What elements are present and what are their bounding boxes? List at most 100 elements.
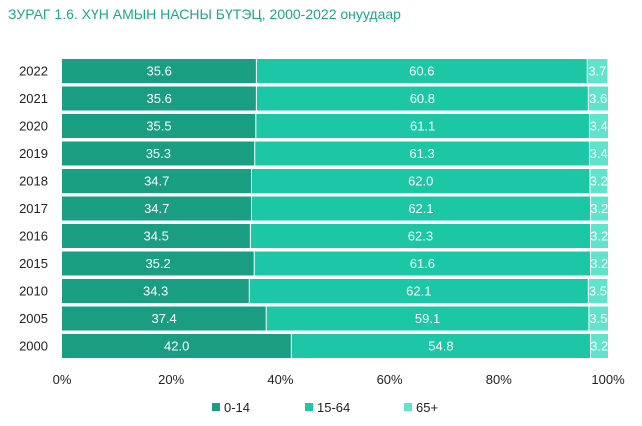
category-label: 2005 bbox=[19, 311, 48, 326]
data-label: 60.8 bbox=[410, 91, 435, 106]
bar-segment-15-64 bbox=[251, 169, 590, 193]
data-label: 62.1 bbox=[406, 284, 431, 299]
bar-segment-65+ bbox=[587, 59, 608, 83]
segment-divider bbox=[290, 334, 292, 358]
segment-divider bbox=[590, 196, 592, 221]
data-label: 61.6 bbox=[410, 256, 435, 271]
category-label: 2016 bbox=[19, 229, 48, 244]
segment-divider bbox=[255, 59, 257, 83]
bar-segment-15-64 bbox=[255, 114, 590, 138]
data-label: 62.3 bbox=[408, 229, 433, 244]
x-tick-label: 20% bbox=[158, 372, 184, 387]
bar-segment-65+ bbox=[588, 279, 608, 303]
category-label: 2019 bbox=[19, 146, 48, 161]
data-label: 3.2 bbox=[590, 201, 608, 216]
category-label: 2015 bbox=[19, 256, 48, 271]
bar-segment-15-64 bbox=[291, 334, 591, 358]
data-label: 3.4 bbox=[590, 146, 608, 161]
category-label: 2022 bbox=[19, 64, 48, 79]
x-tick-label: 100% bbox=[591, 372, 625, 387]
category-label: 2000 bbox=[19, 339, 48, 354]
x-tick-label: 40% bbox=[267, 372, 293, 387]
segment-divider bbox=[587, 86, 589, 111]
category-label: 2010 bbox=[19, 284, 48, 299]
segment-divider bbox=[586, 59, 588, 83]
bar-segment-15-64 bbox=[256, 86, 589, 111]
bar-segment-65+ bbox=[590, 224, 608, 248]
data-label: 61.3 bbox=[409, 146, 434, 161]
bar-segment-65+ bbox=[590, 334, 608, 358]
bar-segment-65+ bbox=[588, 306, 608, 331]
data-label: 61.1 bbox=[410, 119, 435, 134]
bar-segment-15-64 bbox=[250, 224, 591, 248]
legend-item-65+: 65+ bbox=[404, 400, 438, 415]
bar-segment-0-14 bbox=[62, 196, 252, 221]
bar-segment-65+ bbox=[590, 251, 608, 276]
segment-divider bbox=[249, 224, 251, 248]
data-label: 35.2 bbox=[145, 256, 170, 271]
chart-title: ЗУРАГ 1.6. ХҮН АМЫН НАСНЫ БҮТЭЦ, 2000-20… bbox=[8, 6, 401, 22]
data-label: 3.5 bbox=[589, 284, 607, 299]
data-label: 34.7 bbox=[144, 201, 169, 216]
bar-segment-0-14 bbox=[62, 279, 250, 303]
bar-segment-15-64 bbox=[266, 306, 589, 331]
category-label: 2021 bbox=[19, 91, 48, 106]
segment-divider bbox=[590, 251, 592, 276]
bar-segment-15-64 bbox=[254, 251, 591, 276]
data-label: 3.2 bbox=[590, 256, 608, 271]
data-label: 3.2 bbox=[590, 339, 608, 354]
bar-segment-0-14 bbox=[62, 114, 256, 138]
bar-segment-15-64 bbox=[249, 279, 589, 303]
data-label: 62.0 bbox=[408, 174, 433, 189]
bar-segment-0-14 bbox=[62, 306, 267, 331]
category-label: 2018 bbox=[19, 174, 48, 189]
data-label: 35.3 bbox=[146, 146, 171, 161]
segment-divider bbox=[587, 279, 589, 303]
x-tick-label: 0% bbox=[53, 372, 72, 387]
data-label: 34.7 bbox=[144, 174, 169, 189]
segment-divider bbox=[588, 306, 590, 331]
legend-item-15-64: 15-64 bbox=[305, 400, 350, 415]
segment-divider bbox=[250, 196, 252, 221]
legend-swatch bbox=[212, 403, 220, 411]
legend-swatch bbox=[404, 403, 412, 411]
data-label: 35.6 bbox=[147, 91, 172, 106]
segment-divider bbox=[589, 169, 591, 193]
segment-divider bbox=[253, 251, 255, 276]
bar-segment-65+ bbox=[588, 86, 608, 111]
legend-item-0-14: 0-14 bbox=[212, 400, 250, 415]
bar-segment-65+ bbox=[589, 114, 608, 138]
category-label: 2017 bbox=[19, 201, 48, 216]
segment-divider bbox=[248, 279, 250, 303]
legend-swatch bbox=[305, 403, 313, 411]
bar-segment-0-14 bbox=[62, 86, 257, 111]
bar-segment-0-14 bbox=[62, 251, 255, 276]
bar-segment-0-14 bbox=[62, 334, 292, 358]
bar-segment-0-14 bbox=[62, 141, 255, 166]
data-label: 60.6 bbox=[409, 64, 434, 79]
data-label: 34.3 bbox=[143, 284, 168, 299]
bar-segment-65+ bbox=[589, 169, 608, 193]
data-label: 42.0 bbox=[164, 339, 189, 354]
segment-divider bbox=[265, 306, 267, 331]
category-label: 2020 bbox=[19, 119, 48, 134]
data-label: 35.6 bbox=[147, 64, 172, 79]
legend-label: 0-14 bbox=[224, 400, 250, 415]
segment-divider bbox=[588, 114, 590, 138]
segment-divider bbox=[590, 334, 592, 358]
bar-segment-0-14 bbox=[62, 224, 251, 248]
data-label: 3.4 bbox=[590, 119, 608, 134]
data-label: 3.6 bbox=[589, 91, 607, 106]
data-label: 37.4 bbox=[151, 311, 176, 326]
x-tick-label: 80% bbox=[486, 372, 512, 387]
segment-divider bbox=[255, 114, 257, 138]
bar-segment-0-14 bbox=[62, 169, 252, 193]
segment-divider bbox=[254, 141, 256, 166]
segment-divider bbox=[255, 86, 257, 111]
bar-segment-15-64 bbox=[256, 59, 588, 83]
legend-label: 15-64 bbox=[317, 400, 350, 415]
data-label: 3.2 bbox=[590, 174, 608, 189]
data-label: 54.8 bbox=[428, 339, 453, 354]
data-label: 62.1 bbox=[408, 201, 433, 216]
